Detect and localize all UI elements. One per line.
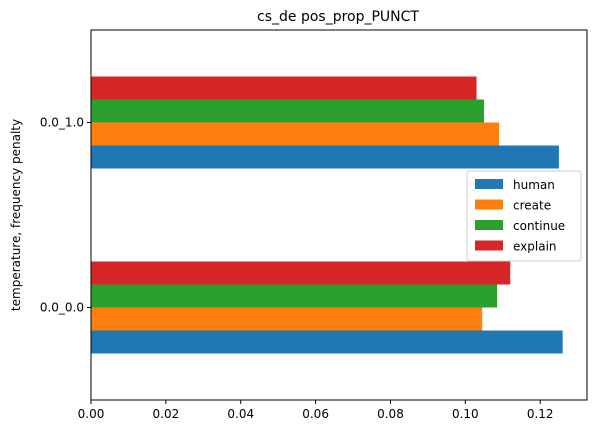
bar-continue-0.0_1.0	[91, 99, 485, 123]
bar-create-0.0_1.0	[91, 122, 500, 146]
plot-frame	[90, 29, 588, 401]
y-tick-label: 0.0_1.0	[40, 116, 84, 130]
x-tick-label: 0.04	[227, 407, 254, 421]
bar-human-0.0_1.0	[91, 145, 559, 169]
bars-group	[91, 76, 563, 354]
x-axis: 0.00 0.02 0.04 0.06 0.08 0.10 0.12	[78, 400, 554, 421]
x-tick-label: 0.00	[78, 407, 105, 421]
bar-continue-0.0_0.0	[91, 284, 498, 308]
chart-title: cs_de pos_prop_PUNCT	[257, 9, 419, 25]
y-axis: 0.0_0.0 0.0_1.0	[40, 116, 91, 315]
legend: human create continue explain	[466, 170, 582, 262]
legend-swatch-explain	[475, 240, 503, 251]
legend-box	[466, 170, 582, 262]
x-tick-label: 0.08	[377, 407, 404, 421]
bar-explain-0.0_1.0	[91, 76, 477, 100]
x-tick-label: 0.12	[527, 407, 554, 421]
legend-label-human: human	[513, 178, 555, 192]
legend-swatch-human	[475, 179, 503, 189]
legend-label-explain: explain	[513, 240, 557, 254]
bar-human-0.0_0.0	[91, 330, 563, 354]
bar-explain-0.0_0.0	[91, 261, 511, 285]
x-tick-label: 0.10	[452, 407, 479, 421]
x-tick-label: 0.06	[302, 407, 329, 421]
legend-swatch-create	[475, 199, 503, 210]
x-tick-label: 0.02	[153, 407, 180, 421]
y-axis-label: temperature, frequency penalty	[9, 119, 23, 311]
bar-create-0.0_0.0	[91, 307, 483, 331]
y-tick-label: 0.0_0.0	[40, 301, 84, 315]
legend-label-create: create	[513, 199, 551, 213]
legend-label-continue: continue	[513, 219, 565, 233]
legend-swatch-continue	[475, 220, 503, 230]
